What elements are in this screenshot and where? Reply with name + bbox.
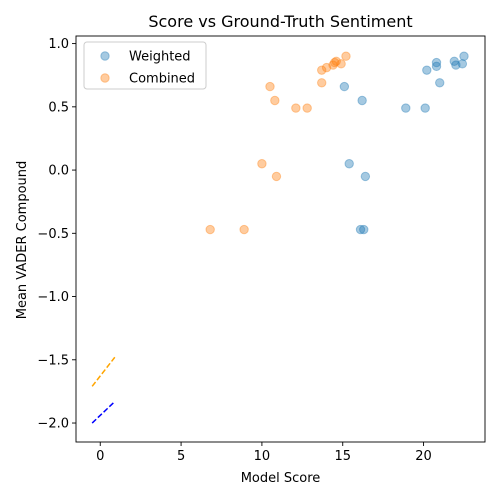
- scatter-point: [257, 159, 267, 169]
- scatter-point: [401, 103, 411, 113]
- scatter-point: [328, 60, 338, 70]
- legend: Weighted Combined: [83, 41, 207, 90]
- scatter-point: [431, 57, 442, 68]
- plot-area: [91, 51, 469, 424]
- scatter-point: [420, 103, 430, 113]
- y-axis-label: Mean VADER Compound: [15, 161, 30, 320]
- legend-marker: [100, 73, 110, 83]
- scatter-point: [302, 103, 312, 113]
- scatter-point: [449, 56, 459, 66]
- scatter-point: [321, 62, 332, 73]
- x-tick-label: 20: [415, 449, 432, 464]
- scatter-point: [265, 81, 275, 92]
- scatter-point: [435, 78, 445, 88]
- scatter-point: [357, 95, 367, 106]
- scatter-point: [422, 65, 432, 75]
- legend-label: Weighted: [129, 50, 191, 65]
- scatter-point: [431, 61, 442, 72]
- y-tick-label: −1.0: [37, 290, 69, 305]
- reference-line-1: [91, 356, 116, 387]
- legend-box: [83, 41, 207, 90]
- scatter-point: [291, 103, 301, 113]
- scatter-point: [317, 65, 327, 75]
- y-tick-label: 1.0: [48, 37, 69, 52]
- scatter-point: [341, 51, 351, 61]
- scatter-point: [360, 171, 371, 182]
- y-tick-label: −1.5: [37, 353, 69, 368]
- series-combined: [205, 51, 351, 235]
- scatter-point: [317, 78, 327, 88]
- scatter-point: [355, 224, 366, 235]
- x-tick-label: 5: [177, 449, 185, 464]
- x-axis-label: Model Score: [241, 471, 321, 486]
- scatter-point: [451, 60, 461, 70]
- scatter-point: [339, 81, 350, 92]
- scatter-point: [344, 159, 354, 169]
- reference-line-2: [91, 400, 116, 424]
- scatter-point: [359, 224, 369, 235]
- scatter-point: [329, 57, 340, 68]
- series-weighted: [339, 51, 469, 235]
- y-tick-label: −0.5: [37, 227, 69, 242]
- y-tick-label: −2.0: [37, 417, 69, 432]
- scatter-point: [270, 95, 280, 106]
- scatter-point: [271, 171, 282, 182]
- x-tick-label: 10: [254, 449, 271, 464]
- axes-frame: [75, 35, 486, 443]
- scatter-point: [239, 224, 249, 235]
- scatter-point: [459, 51, 469, 61]
- chart-title: Score vs Ground-Truth Sentiment: [148, 12, 412, 31]
- y-tick-label: 0.0: [48, 164, 69, 179]
- x-tick-label: 0: [96, 449, 104, 464]
- scatter-point: [457, 59, 468, 69]
- scatter-point: [331, 56, 341, 66]
- x-tick-label: 15: [334, 449, 351, 464]
- scatter-point: [336, 59, 346, 69]
- y-tick-label: 0.5: [48, 100, 69, 115]
- legend-label: Combined: [129, 72, 195, 87]
- legend-marker: [100, 51, 110, 61]
- scatter-point: [205, 224, 215, 235]
